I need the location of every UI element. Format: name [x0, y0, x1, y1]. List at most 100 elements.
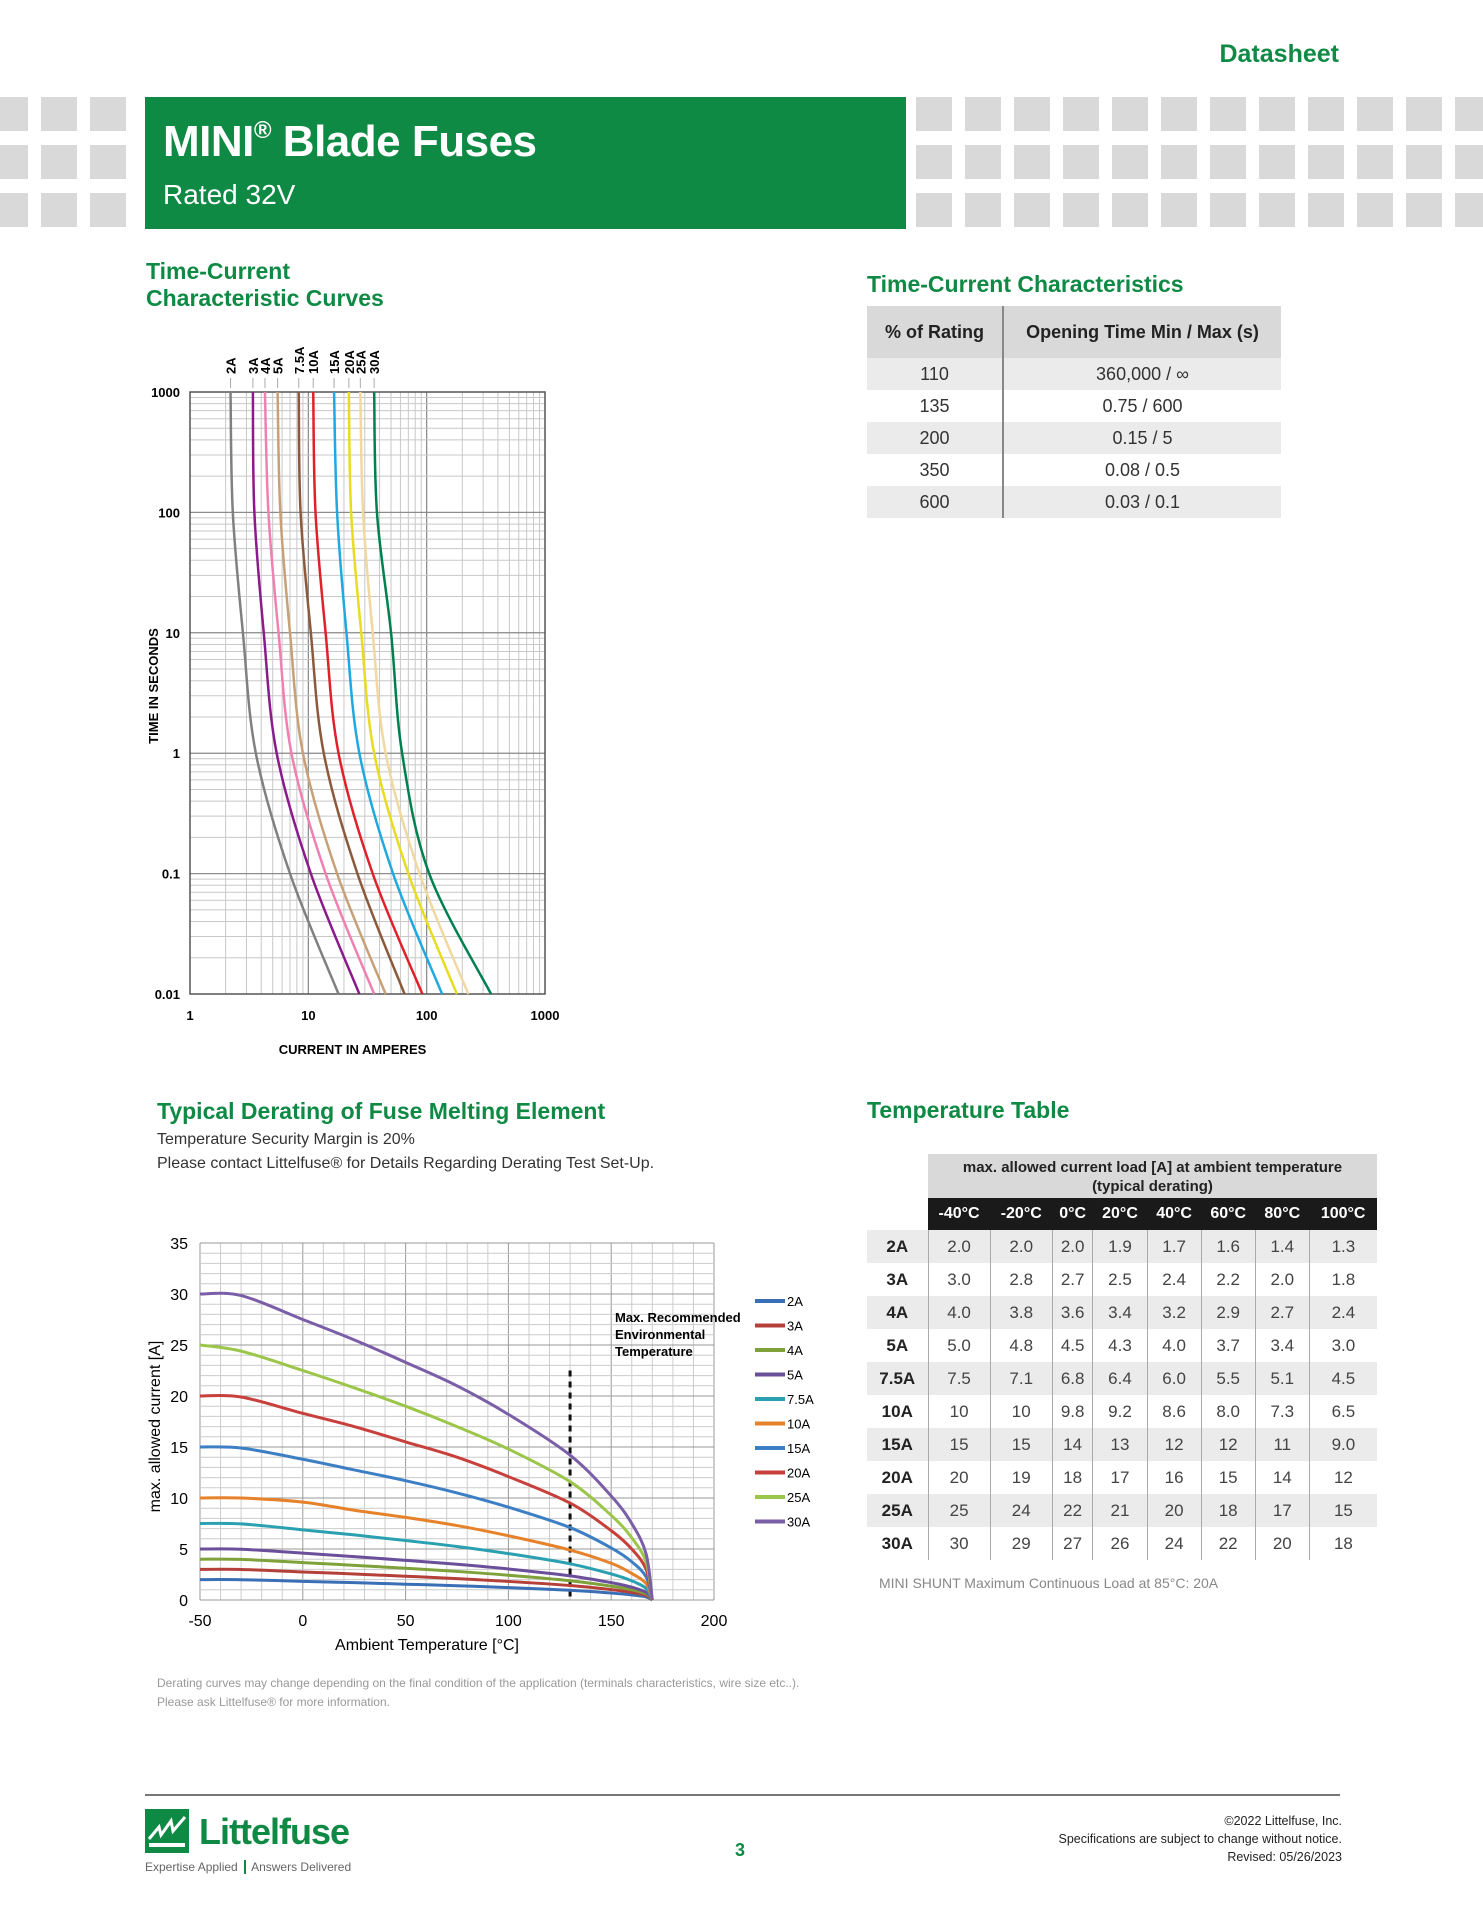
- table-cell: 2.7: [1254, 1296, 1310, 1329]
- pattern-square: [1259, 193, 1295, 227]
- title-rest: Blade Fuses: [271, 117, 537, 166]
- derating-curve-3A: [199, 1567, 654, 1602]
- table-cell: 18: [1051, 1461, 1093, 1494]
- table-cell: 9.0: [1308, 1428, 1377, 1461]
- table-cell: 110: [867, 358, 1004, 390]
- table-cell: 3.0: [1308, 1329, 1377, 1362]
- pattern-square: [916, 97, 952, 131]
- pattern-square: [1014, 193, 1050, 227]
- pattern-square: [1210, 97, 1246, 131]
- table-cell: 6.8: [1051, 1362, 1093, 1395]
- y-axis-label: max. allowed current [A]: [147, 1341, 164, 1513]
- table-cell: 6.4: [1092, 1362, 1148, 1395]
- registered-mark: ®: [253, 117, 272, 144]
- table-cell: 3.7: [1200, 1329, 1256, 1362]
- table-cell: 15: [1200, 1461, 1256, 1494]
- table-cell: 1.7: [1146, 1230, 1202, 1263]
- tcc-curve-30A: [372, 391, 493, 995]
- pattern-square: [1210, 193, 1246, 227]
- tcc-curve-25A: [359, 391, 470, 995]
- table-row: 5A 5.0 4.8 4.5 4.3 4.0 3.7 3.4 3.0: [867, 1329, 1377, 1362]
- pattern-square: [1357, 193, 1393, 227]
- pattern-square: [916, 145, 952, 179]
- pattern-square: [1308, 97, 1344, 131]
- row-label: 3A: [886, 1269, 909, 1289]
- derating-curve-2A: [199, 1578, 654, 1602]
- x-tick-label: 0: [298, 1613, 307, 1630]
- temperature-table: max. allowed current load [A] at ambient…: [867, 1154, 1377, 1560]
- column-header: 100°C: [1309, 1198, 1377, 1230]
- derating-footnote-1: Derating curves may change depending on …: [157, 1676, 800, 1690]
- table-cell: 8.6: [1146, 1395, 1202, 1428]
- pattern-square: [0, 193, 28, 227]
- pattern-square: [0, 97, 28, 131]
- pattern-square: [1406, 193, 1442, 227]
- pattern-square: [0, 145, 28, 179]
- shunt-note: MINI SHUNT Maximum Continuous Load at 85…: [879, 1575, 1219, 1591]
- curve-label-7.5A: 7.5A: [292, 346, 307, 374]
- pattern-square: [41, 145, 77, 179]
- row-label: 5A: [886, 1335, 909, 1355]
- pattern-square: [1014, 145, 1050, 179]
- y-tick-label: 25: [170, 1338, 188, 1355]
- pattern-square: [1161, 193, 1197, 227]
- table-cell: 16: [1146, 1461, 1202, 1494]
- column-header: 80°C: [1255, 1198, 1310, 1230]
- table-cell: 27: [1051, 1527, 1093, 1560]
- table-cell: 22: [1051, 1494, 1093, 1527]
- tcc-curve-20A: [347, 391, 459, 995]
- x-tick-label: 10: [301, 1008, 315, 1023]
- table-row: 20A 20 19 18 17 16 15 14 12: [867, 1461, 1377, 1494]
- table-cell: 2.8: [989, 1263, 1053, 1296]
- tcc-curve-7.5A: [297, 391, 406, 995]
- table-cell: 10: [927, 1395, 991, 1428]
- derating-curve-20A: [199, 1393, 654, 1601]
- y-tick-label: 10: [166, 626, 180, 641]
- table-cell: 20: [927, 1461, 991, 1494]
- table-cell: 9.2: [1092, 1395, 1148, 1428]
- tcc-curve-3A: [251, 391, 361, 995]
- derating-curve-4A: [199, 1557, 654, 1602]
- column-header: 20°C: [1092, 1198, 1148, 1230]
- temp-table-grid: -40°C -20°C 0°C 20°C 40°C 60°C 80°C 100°C 2A 2.0 2…: [867, 1198, 1377, 1560]
- table-cell: 18: [1308, 1527, 1377, 1560]
- tcc-curve-2A: [229, 391, 340, 995]
- pattern-square: [1014, 97, 1050, 131]
- table-cell: 9.8: [1051, 1395, 1093, 1428]
- table-cell: 2.7: [1051, 1263, 1093, 1296]
- table-cell: 2.0: [1051, 1230, 1093, 1263]
- table-cell: 0.15 / 5: [1003, 422, 1281, 454]
- y-axis-label: TIME IN SECONDS: [146, 628, 161, 744]
- column-header: % of Rating: [867, 306, 1004, 358]
- pattern-square: [1063, 193, 1099, 227]
- pattern-square: [90, 97, 126, 131]
- y-tick-label: 1: [173, 746, 180, 761]
- table-cell: 15: [927, 1428, 991, 1461]
- table-cell: 4.0: [1146, 1329, 1202, 1362]
- product-subtitle: Rated 32V: [163, 179, 296, 210]
- legend-label-3A: 3A: [787, 1319, 803, 1334]
- table-cell: 14: [1051, 1428, 1093, 1461]
- tcc-chart: 1 10 100 1000 0.01 0.1 1 10 100 1000 CURRENT IN AM…: [146, 346, 559, 1057]
- column-header: -40°C: [928, 1198, 991, 1230]
- table-cell: 1.8: [1308, 1263, 1377, 1296]
- tcc-title: Time-Current Characteristic Curves: [146, 258, 384, 312]
- table-cell: 12: [1200, 1428, 1256, 1461]
- x-axis-label: CURRENT IN AMPERES: [279, 1042, 427, 1057]
- tcc-title-line1: Time-Current: [146, 258, 290, 284]
- blank-header: [867, 1198, 928, 1230]
- doc-type-label: Datasheet: [1219, 40, 1340, 68]
- column-header: 0°C: [1052, 1198, 1093, 1230]
- table-cell: 17: [1254, 1494, 1310, 1527]
- row-label: 7.5A: [867, 1362, 928, 1395]
- table-row: 350 0.08 / 0.5: [867, 454, 1281, 486]
- y-tick-label: 1000: [151, 385, 180, 400]
- legend-label-10A: 10A: [787, 1417, 810, 1432]
- pattern-square: [41, 97, 77, 131]
- row-label: 20A: [881, 1467, 913, 1487]
- row-label: 15A: [867, 1428, 928, 1461]
- table-cell: 4.5: [1051, 1329, 1093, 1362]
- row-label: 30A: [881, 1533, 913, 1553]
- table-cell: 3.6: [1051, 1296, 1093, 1329]
- table-header-row: -40°C -20°C 0°C 20°C 40°C 60°C 80°C 100°C: [867, 1198, 1377, 1230]
